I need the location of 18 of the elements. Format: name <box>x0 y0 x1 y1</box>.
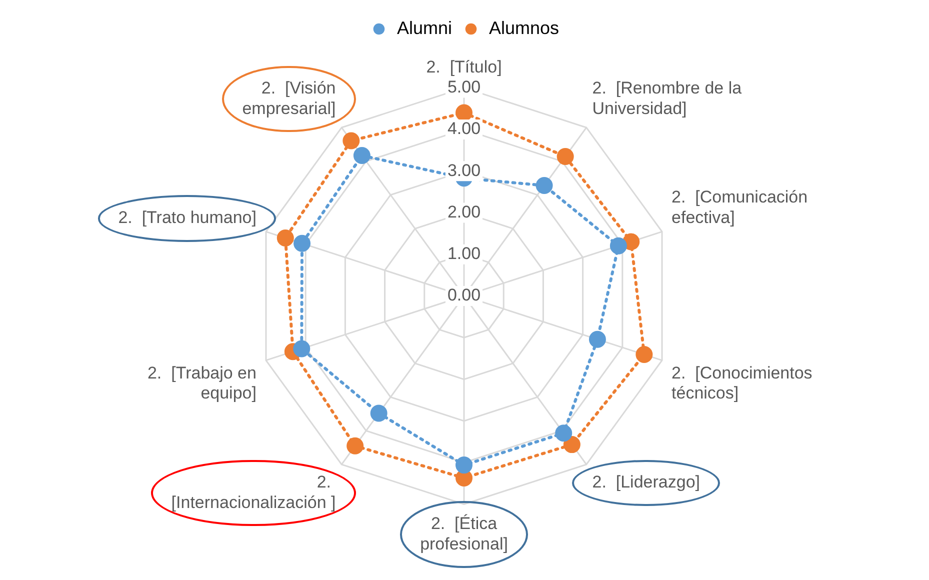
y-tick-label: 2.00 <box>447 202 481 222</box>
y-tick-label: 0.00 <box>447 286 481 305</box>
spoke-label: 2. [Liderazgo] <box>592 472 700 492</box>
y-tick-label: 3.00 <box>447 160 481 180</box>
spoke-label: 2. [Renombre de la Universidad] <box>592 78 742 118</box>
legend-label: Alumni <box>396 18 452 38</box>
spoke-label: 2. [Título] <box>426 57 502 76</box>
spoke-label: 2. [Conocimientos técnicos] <box>672 363 812 403</box>
spoke-label: 2. [Comunicación efectiva] <box>672 188 808 228</box>
spoke-label: 2. [Trabajo en equipo] <box>147 363 256 403</box>
legend-label: Alumnos <box>488 18 560 38</box>
spoke-label: 2. [Visión empresarial] <box>242 78 336 118</box>
y-tick-label: 4.00 <box>447 119 481 138</box>
spoke-label: 2. [Internacionalización ] <box>171 472 336 512</box>
y-tick-label: 1.00 <box>447 244 481 264</box>
y-tick-label: 5.00 <box>447 77 481 96</box>
spoke-label: 2. [Ética profesional] <box>420 514 508 554</box>
spoke-label: 2. [Trato humano] <box>118 208 256 228</box>
